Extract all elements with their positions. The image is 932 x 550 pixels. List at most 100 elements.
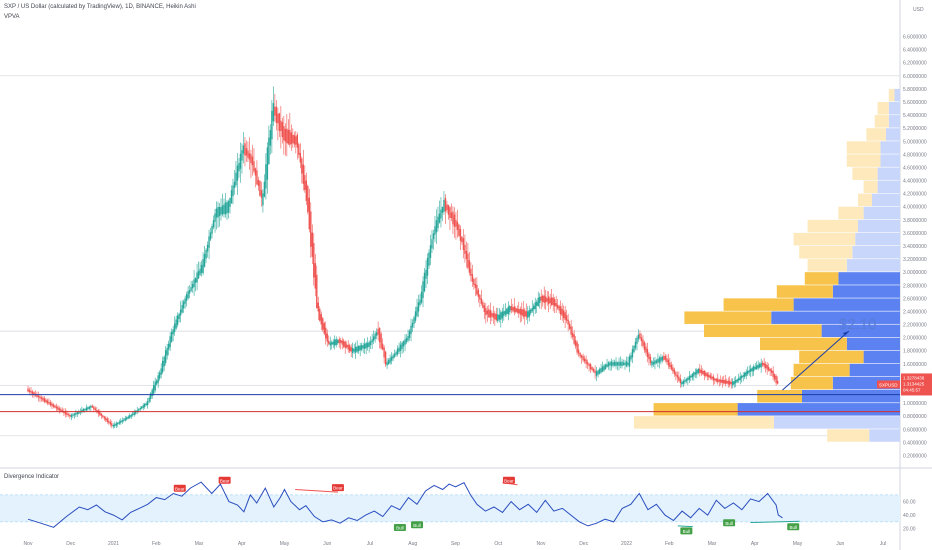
candle-body [628,356,631,367]
candle-body [413,317,415,324]
candle-body [381,343,384,350]
candle-body [658,357,661,363]
candle-body [479,295,481,300]
bear-label-text: Bear [175,486,185,491]
candle-body [494,313,496,320]
candle-body [232,185,234,197]
candle-body [329,342,331,346]
candle-body [488,309,490,318]
candle-body [733,381,735,385]
candle-body [111,423,113,426]
price-tick-label: 4.4000000 [903,179,927,185]
candle-body [527,311,529,318]
price-tick-label: 1.0000000 [903,401,927,407]
candle-body [543,295,545,303]
candle-body [652,361,655,365]
bear-label-text: Bear [220,478,230,483]
bear-label-badge [218,476,231,484]
candle-body [103,416,106,419]
candle-body [627,362,629,366]
candle-body [465,250,468,260]
candle-body [745,371,747,376]
candle-body [148,397,150,402]
candle-body [646,349,649,357]
candle-body [738,378,740,381]
bull-label-text: Bull [725,521,733,526]
candle-body [320,314,322,325]
vp-up-bar [872,193,900,207]
candle-body [139,407,141,410]
candle-body [155,380,158,385]
candle-body [715,378,717,382]
candle-body [679,378,682,384]
bull-label-text: Bull [396,526,404,531]
candle-body [450,212,453,219]
candle-body [616,362,619,366]
candle-body [151,389,153,396]
candle-body [268,137,270,164]
price-tick-label: 5.8000000 [903,87,927,93]
candle-body [332,341,334,345]
candle-body [372,336,375,341]
last-price-value: 1.3278438 [903,375,925,380]
candle-body [208,236,210,248]
candle-body [275,106,278,123]
price-tick-label: 5.6000000 [903,100,927,106]
candle-body [739,376,741,381]
candle-body [432,233,435,240]
candle-body [380,333,382,349]
candle-body [348,345,351,352]
candle-body [429,245,432,258]
candle-body [495,313,498,321]
candle-body [175,319,177,329]
candle-body [85,407,88,411]
candle-body [76,412,79,415]
candle-body [594,370,596,374]
candle-body [30,390,32,393]
candle-body [214,213,216,222]
candle-body [589,364,592,370]
candle-body [694,372,697,375]
price-tick-label: 4.8000000 [903,152,927,158]
vp-up-bar [774,416,900,429]
candle-body [600,368,602,373]
candle-body [377,328,379,335]
candle-body [419,299,421,305]
candle-body [540,296,542,301]
candle-body [416,306,418,317]
candle-body [769,368,771,372]
candle-body [721,379,723,383]
candle-body [456,221,459,231]
candle-body [248,153,251,160]
vp-down-bar [793,232,856,246]
vp-up-bar [886,128,900,141]
candle-body [196,272,198,283]
price-tick-label: 0.8000000 [903,414,927,420]
bull-label-badge [787,523,800,531]
candle-body [121,420,123,422]
candle-body [420,291,423,303]
candle-body [215,208,218,218]
candle-body [242,145,245,154]
candle-body [736,379,738,382]
candle-body [720,379,722,383]
candle-body [642,339,644,346]
candle-body [193,279,195,288]
candle-body [634,341,637,349]
candle-body [422,281,424,298]
candle-body [741,375,743,379]
target-arrow-line [782,330,850,391]
candle-body [648,353,650,360]
candle-body [601,366,604,372]
candle-body [547,296,550,305]
candle-body [723,380,725,384]
bull-label-text: Bull [683,529,691,534]
vp-down-bar [799,246,853,259]
candle-body [711,376,713,379]
candle-body [500,312,502,320]
candle-body [289,129,291,145]
vp-down-bar [866,128,886,141]
candle-body [184,298,186,304]
candle-body [262,193,264,206]
